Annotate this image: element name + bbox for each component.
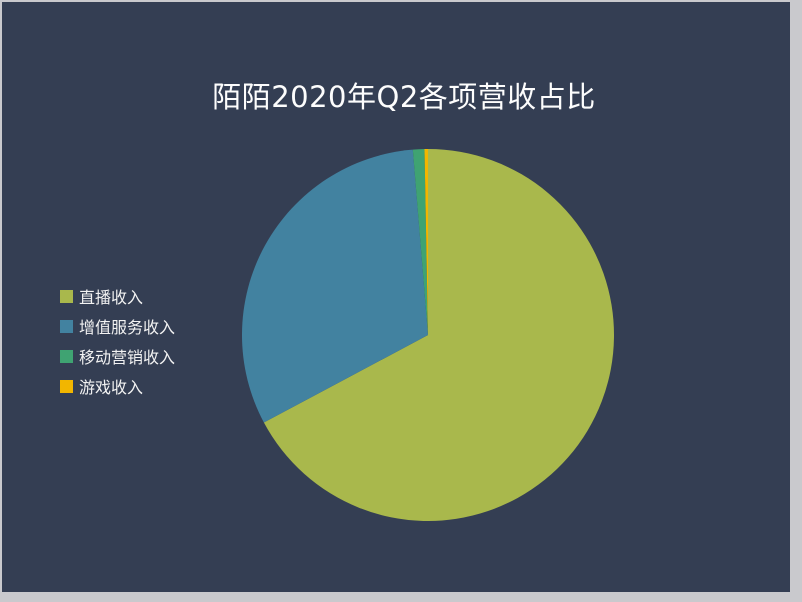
legend-item-live-revenue[interactable]: 直播收入 <box>60 281 175 311</box>
legend-item-game-revenue[interactable]: 游戏收入 <box>60 371 175 401</box>
legend-swatch-icon <box>60 289 73 303</box>
pie-chart <box>242 149 614 521</box>
legend: 直播收入 增值服务收入 移动营销收入 游戏收入 <box>60 281 175 401</box>
legend-label: 游戏收入 <box>79 378 144 397</box>
legend-item-value-added-revenue[interactable]: 增值服务收入 <box>60 311 175 341</box>
chart-panel: 陌陌2020年Q2各项营收占比 直播收入 增值服务收入 移动营销收入 游戏收入 <box>2 2 790 592</box>
pie-slice-3[interactable] <box>424 149 428 335</box>
legend-swatch-icon <box>60 319 73 333</box>
pie-slice-0[interactable] <box>263 149 614 521</box>
legend-item-mobile-marketing-revenue[interactable]: 移动营销收入 <box>60 341 175 371</box>
chart-title: 陌陌2020年Q2各项营收占比 <box>212 80 596 114</box>
legend-swatch-icon <box>60 349 73 363</box>
legend-label: 移动营销收入 <box>79 348 176 367</box>
legend-label: 直播收入 <box>79 288 144 307</box>
pie-slice-1[interactable] <box>242 149 428 423</box>
pie-slice-2[interactable] <box>412 149 428 335</box>
legend-label: 增值服务收入 <box>79 318 176 337</box>
legend-swatch-icon <box>60 379 73 393</box>
